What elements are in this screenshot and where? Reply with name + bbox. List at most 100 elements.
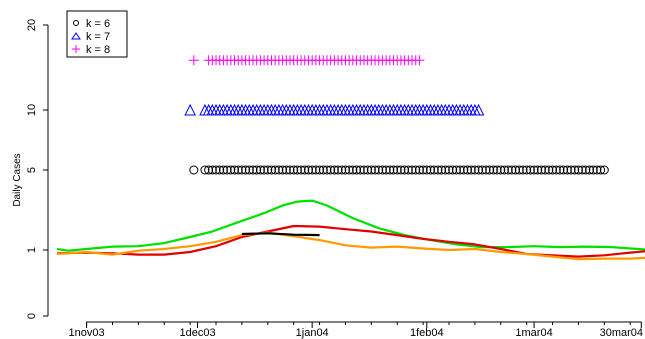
marker-circle [485, 165, 495, 175]
x-tick-label: 1feb04 [410, 327, 444, 339]
marker-circle [533, 165, 543, 175]
marker-circle [573, 165, 583, 175]
marker-circle [426, 165, 436, 175]
marker-circle [525, 165, 535, 175]
y-tick-label: 20 [26, 19, 38, 31]
marker-circle [289, 165, 299, 175]
series-line-3 [56, 231, 645, 261]
marker-circle [437, 165, 447, 175]
x-axis: 1nov03 1dec03 1jan04 1feb04 1mar04 30mar04 [69, 321, 643, 339]
marker-circle [429, 165, 439, 175]
marker-plus [188, 55, 199, 66]
marker-circle [462, 165, 472, 175]
marker-circle [233, 165, 243, 175]
marker-circle [440, 165, 450, 175]
marker-circle [422, 165, 432, 175]
marker-circle [200, 165, 210, 175]
y-tick-label: 0 [26, 313, 38, 319]
marker-circle [344, 165, 354, 175]
marker-circle [381, 165, 391, 175]
marker-circle [355, 165, 365, 175]
marker-circle [363, 165, 373, 175]
marker-circle [222, 165, 232, 175]
marker-circle [352, 165, 362, 175]
marker-circle [418, 165, 428, 175]
marker-circle [340, 165, 350, 175]
legend-item: k = 6 [73, 18, 110, 30]
legend-label: k = 6 [86, 18, 110, 30]
marker-circle [529, 165, 539, 175]
marker-circle [599, 165, 609, 175]
marker-circle [414, 165, 424, 175]
series-line-4 [241, 232, 320, 237]
marker-circle [215, 165, 225, 175]
marker-circle [477, 165, 487, 175]
marker-circle [455, 165, 465, 175]
marker-plus [414, 55, 425, 66]
y-tick-label: 10 [26, 104, 38, 116]
marker-circle [514, 165, 524, 175]
marker-circle [326, 165, 336, 175]
marker-circle [296, 165, 306, 175]
x-tick-label: 1jan04 [296, 327, 329, 339]
marker-circle [207, 165, 217, 175]
marker-circle [518, 165, 528, 175]
marker-circle [588, 165, 598, 175]
legend-item: k = 7 [71, 31, 110, 43]
marker-circle [555, 165, 565, 175]
marker-circle [266, 165, 276, 175]
marker-circle [492, 165, 502, 175]
marker-circle [377, 165, 387, 175]
marker-circle [411, 165, 421, 175]
marker-circle [522, 165, 532, 175]
marker-circle [566, 165, 576, 175]
marker-circle [444, 165, 454, 175]
marker-circle [596, 165, 606, 175]
marker-circle [359, 165, 369, 175]
marker-circle [433, 165, 443, 175]
marker-circle [396, 165, 406, 175]
marker-circle [241, 165, 251, 175]
marker-circle [389, 165, 399, 175]
marker-circle [548, 165, 558, 175]
marker-circle [374, 165, 384, 175]
legend-label: k = 8 [86, 44, 110, 56]
marker-circle [237, 165, 247, 175]
marker-circle [536, 165, 546, 175]
x-tick-label: 1mar04 [515, 327, 552, 339]
x-tick-label: 1nov03 [69, 327, 105, 339]
marker-circle [285, 165, 295, 175]
marker-circle [366, 165, 376, 175]
marker-circle [385, 165, 395, 175]
marker-circle [503, 165, 513, 175]
marker-circle [263, 165, 273, 175]
legend: k = 6k = 7k = 8 [66, 10, 128, 58]
marker-circle [551, 165, 561, 175]
marker-circle [255, 165, 265, 175]
marker-circle [270, 165, 280, 175]
marker-circle [244, 165, 254, 175]
marker-circle [322, 165, 332, 175]
marker-circle [540, 165, 550, 175]
series-line-2 [56, 224, 645, 258]
y-axis: 0 1 5 10 20 [26, 19, 49, 319]
marker-circle [459, 165, 469, 175]
marker-circle [274, 165, 284, 175]
marker-circle [189, 165, 199, 175]
legend-label: k = 7 [86, 31, 110, 43]
marker-circle [230, 165, 240, 175]
marker-circle [511, 165, 521, 175]
marker-circle [562, 165, 572, 175]
marker-circle [581, 165, 591, 175]
marker-circle [333, 165, 343, 175]
marker-circle [499, 165, 509, 175]
legend-triangle-icon [71, 32, 81, 40]
legend-item: k = 8 [72, 44, 110, 56]
marker-circle [311, 165, 321, 175]
marker-circle [507, 165, 517, 175]
marker-circle [226, 165, 236, 175]
marker-circle [348, 165, 358, 175]
marker-circle [278, 165, 288, 175]
marker-circle [570, 165, 580, 175]
